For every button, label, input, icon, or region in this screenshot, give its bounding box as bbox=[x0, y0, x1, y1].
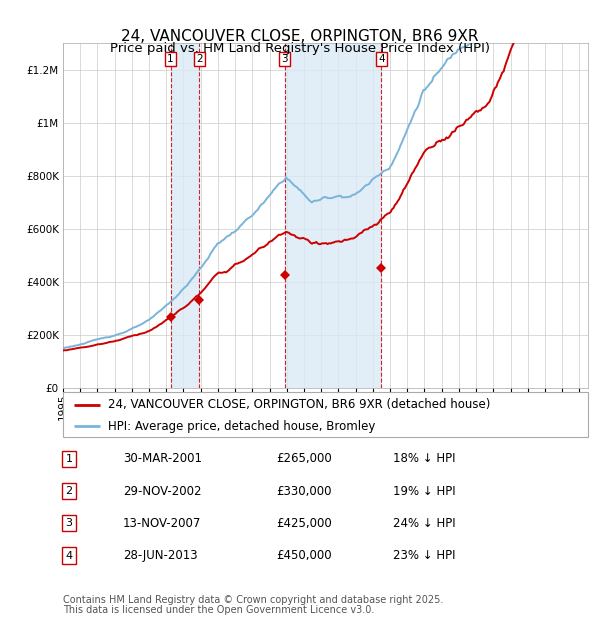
Bar bbox=[170, 43, 199, 388]
Text: £425,000: £425,000 bbox=[276, 517, 332, 529]
Text: 23% ↓ HPI: 23% ↓ HPI bbox=[393, 549, 455, 562]
Text: HPI: Average price, detached house, Bromley: HPI: Average price, detached house, Brom… bbox=[107, 420, 375, 433]
Text: 29-NOV-2002: 29-NOV-2002 bbox=[123, 485, 202, 497]
Text: 28-JUN-2013: 28-JUN-2013 bbox=[123, 549, 197, 562]
Text: 3: 3 bbox=[65, 518, 73, 528]
Text: 2: 2 bbox=[65, 486, 73, 496]
Text: 30-MAR-2001: 30-MAR-2001 bbox=[123, 453, 202, 465]
Text: This data is licensed under the Open Government Licence v3.0.: This data is licensed under the Open Gov… bbox=[63, 605, 374, 615]
Text: 19% ↓ HPI: 19% ↓ HPI bbox=[393, 485, 455, 497]
Text: 3: 3 bbox=[281, 54, 288, 64]
Bar bbox=[284, 43, 381, 388]
FancyBboxPatch shape bbox=[63, 392, 588, 437]
Text: 18% ↓ HPI: 18% ↓ HPI bbox=[393, 453, 455, 465]
Text: Contains HM Land Registry data © Crown copyright and database right 2025.: Contains HM Land Registry data © Crown c… bbox=[63, 595, 443, 605]
Text: 1: 1 bbox=[167, 54, 174, 64]
Text: 1: 1 bbox=[65, 454, 73, 464]
Text: 4: 4 bbox=[65, 551, 73, 560]
Text: 24% ↓ HPI: 24% ↓ HPI bbox=[393, 517, 455, 529]
Text: £330,000: £330,000 bbox=[276, 485, 331, 497]
Text: £450,000: £450,000 bbox=[276, 549, 332, 562]
Text: Price paid vs. HM Land Registry's House Price Index (HPI): Price paid vs. HM Land Registry's House … bbox=[110, 42, 490, 55]
Text: 13-NOV-2007: 13-NOV-2007 bbox=[123, 517, 202, 529]
Text: 4: 4 bbox=[378, 54, 385, 64]
Text: £265,000: £265,000 bbox=[276, 453, 332, 465]
Text: 2: 2 bbox=[196, 54, 202, 64]
Text: 24, VANCOUVER CLOSE, ORPINGTON, BR6 9XR: 24, VANCOUVER CLOSE, ORPINGTON, BR6 9XR bbox=[121, 29, 479, 44]
Text: 24, VANCOUVER CLOSE, ORPINGTON, BR6 9XR (detached house): 24, VANCOUVER CLOSE, ORPINGTON, BR6 9XR … bbox=[107, 399, 490, 412]
